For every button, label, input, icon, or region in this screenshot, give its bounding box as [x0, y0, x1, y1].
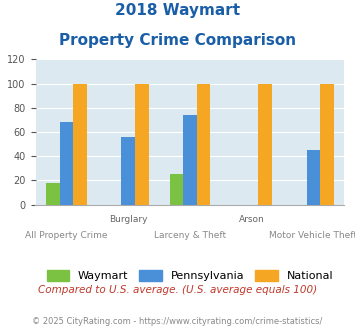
Bar [258, 83, 272, 205]
Text: Burglary: Burglary [109, 214, 147, 223]
Text: Motor Vehicle Theft: Motor Vehicle Theft [269, 231, 355, 240]
Legend: Waymart, Pennsylvania, National: Waymart, Pennsylvania, National [42, 265, 338, 286]
Bar [320, 83, 334, 205]
Bar [60, 122, 73, 205]
Bar [135, 83, 148, 205]
Text: Property Crime Comparison: Property Crime Comparison [59, 33, 296, 48]
Text: Larceny & Theft: Larceny & Theft [154, 231, 226, 240]
Bar [183, 115, 197, 205]
Bar [197, 83, 210, 205]
Text: © 2025 CityRating.com - https://www.cityrating.com/crime-statistics/: © 2025 CityRating.com - https://www.city… [32, 317, 323, 326]
Bar [46, 183, 60, 205]
Bar [121, 137, 135, 205]
Text: 2018 Waymart: 2018 Waymart [115, 3, 240, 18]
Text: All Property Crime: All Property Crime [25, 231, 108, 240]
Bar [170, 174, 183, 205]
Bar [307, 150, 320, 205]
Bar [73, 83, 87, 205]
Text: Compared to U.S. average. (U.S. average equals 100): Compared to U.S. average. (U.S. average … [38, 285, 317, 295]
Text: Arson: Arson [239, 214, 264, 223]
